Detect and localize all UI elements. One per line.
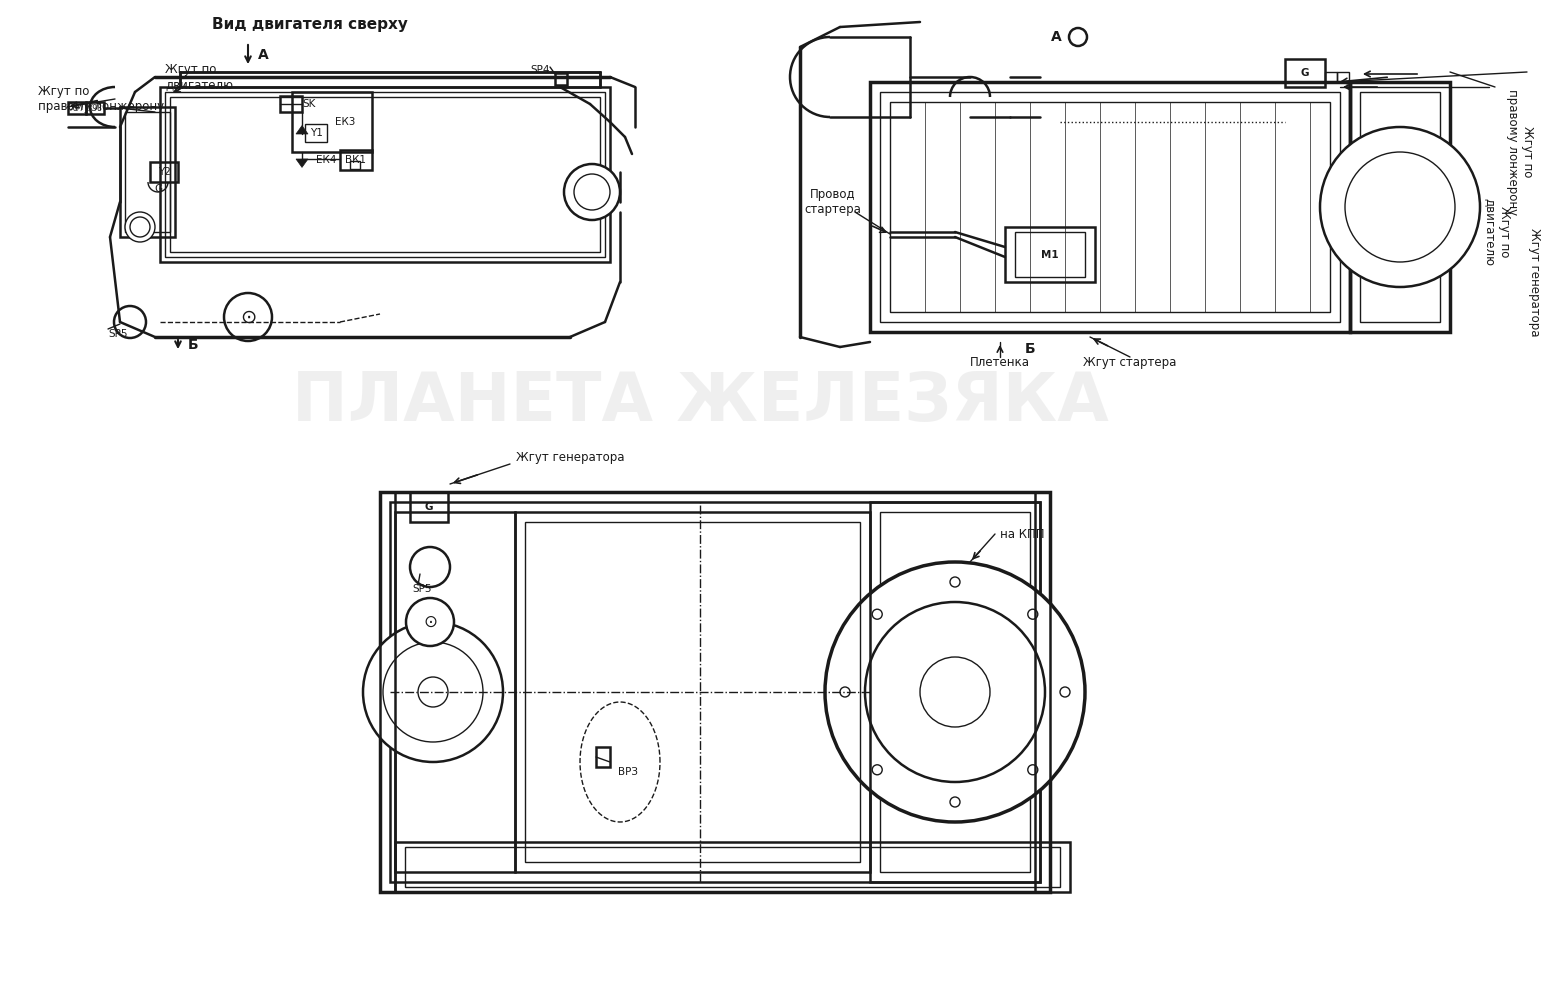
Bar — [1360, 92, 1440, 322]
Circle shape — [1060, 687, 1071, 697]
Circle shape — [406, 598, 454, 646]
Text: Y2: Y2 — [158, 167, 170, 177]
Circle shape — [409, 547, 450, 587]
Bar — [380, 492, 1051, 892]
Circle shape — [919, 657, 990, 727]
Bar — [351, 161, 360, 169]
Text: ЕК3: ЕК3 — [335, 117, 355, 127]
Text: Б: Б — [188, 338, 199, 352]
Circle shape — [224, 293, 272, 341]
Circle shape — [419, 677, 448, 707]
Circle shape — [873, 609, 882, 620]
Bar — [87, 102, 104, 114]
Bar — [181, 72, 599, 87]
Bar — [870, 82, 1350, 332]
Text: Жгут по
правому лонжерону: Жгут по правому лонжерону — [39, 85, 164, 113]
Text: SK: SK — [301, 99, 315, 109]
Bar — [555, 73, 567, 85]
Circle shape — [840, 687, 850, 697]
Circle shape — [865, 602, 1044, 782]
Bar — [304, 124, 328, 142]
Bar — [409, 492, 448, 522]
Circle shape — [114, 306, 145, 338]
Bar — [525, 522, 861, 862]
Bar — [870, 502, 1040, 882]
Text: G: G — [1301, 68, 1309, 78]
Circle shape — [564, 164, 620, 220]
Bar — [125, 112, 170, 232]
Circle shape — [125, 212, 154, 242]
Text: ВК1: ВК1 — [346, 155, 366, 165]
Text: SP4: SP4 — [530, 65, 550, 75]
Bar — [396, 842, 1071, 892]
Bar — [890, 102, 1330, 312]
Text: SP5: SP5 — [413, 584, 431, 594]
Text: M1: M1 — [1041, 250, 1058, 260]
Text: Жгут по
двигателю: Жгут по двигателю — [1483, 198, 1511, 266]
Circle shape — [873, 765, 882, 775]
Bar — [150, 162, 178, 182]
Bar — [1004, 227, 1095, 282]
Bar — [881, 512, 1031, 872]
Bar — [1035, 492, 1051, 892]
Circle shape — [1069, 28, 1088, 46]
Bar — [68, 102, 87, 114]
Circle shape — [1346, 152, 1455, 262]
Polygon shape — [297, 126, 307, 134]
Text: А: А — [258, 47, 269, 62]
Bar — [396, 512, 514, 872]
Text: SP5: SP5 — [108, 329, 128, 339]
Circle shape — [130, 217, 150, 237]
Bar — [165, 92, 606, 257]
Bar — [1336, 72, 1349, 82]
Circle shape — [363, 622, 504, 762]
Polygon shape — [297, 159, 307, 167]
Bar — [170, 97, 599, 252]
Text: А: А — [1051, 30, 1061, 44]
Bar — [161, 87, 610, 262]
Bar — [292, 92, 372, 152]
Text: Жгут по
двигателю: Жгут по двигателю — [165, 63, 233, 91]
Circle shape — [950, 797, 959, 807]
Text: Б: Б — [1024, 342, 1035, 356]
Circle shape — [825, 562, 1085, 822]
Text: Жгут генератора: Жгут генератора — [516, 451, 624, 464]
Bar — [596, 747, 610, 767]
Text: ВРЗ: ВРЗ — [618, 767, 638, 777]
Text: X97: X97 — [70, 103, 85, 113]
Text: Провод
стартера: Провод стартера — [805, 188, 862, 216]
Bar — [380, 492, 396, 892]
Text: Вид двигателя сверху: Вид двигателя сверху — [212, 17, 408, 31]
Text: Жгут генератора: Жгут генератора — [1528, 228, 1542, 336]
Bar — [389, 502, 1040, 882]
Text: Y1: Y1 — [309, 128, 323, 138]
Bar — [340, 150, 372, 170]
Text: X98: X98 — [88, 103, 102, 113]
Bar — [280, 96, 301, 112]
Bar — [881, 92, 1340, 322]
Bar — [405, 847, 1060, 887]
Circle shape — [1027, 609, 1038, 620]
Circle shape — [575, 174, 610, 210]
Bar — [1326, 72, 1336, 82]
Bar — [1350, 82, 1451, 332]
Text: ⊙: ⊙ — [239, 307, 256, 326]
Text: Жгут стартера: Жгут стартера — [1083, 355, 1177, 368]
Text: Плетенка: Плетенка — [970, 355, 1031, 368]
Circle shape — [1319, 127, 1480, 287]
Bar — [1015, 232, 1085, 277]
Text: G: G — [154, 184, 162, 194]
Text: на КПП: на КПП — [1000, 527, 1044, 540]
Circle shape — [1027, 765, 1038, 775]
Bar — [514, 512, 870, 872]
Circle shape — [950, 577, 959, 587]
Text: ПЛАНЕТА ЖЕЛЕЗЯКА: ПЛАНЕТА ЖЕЛЕЗЯКА — [292, 369, 1108, 435]
Circle shape — [383, 642, 484, 742]
Bar — [1285, 59, 1326, 87]
Text: Жгут по
правому лонжерону: Жгут по правому лонжерону — [1506, 89, 1534, 215]
Bar — [121, 107, 175, 237]
Text: ⊙: ⊙ — [423, 613, 437, 631]
Text: G: G — [425, 502, 433, 512]
Text: ЕК4: ЕК4 — [317, 155, 337, 165]
